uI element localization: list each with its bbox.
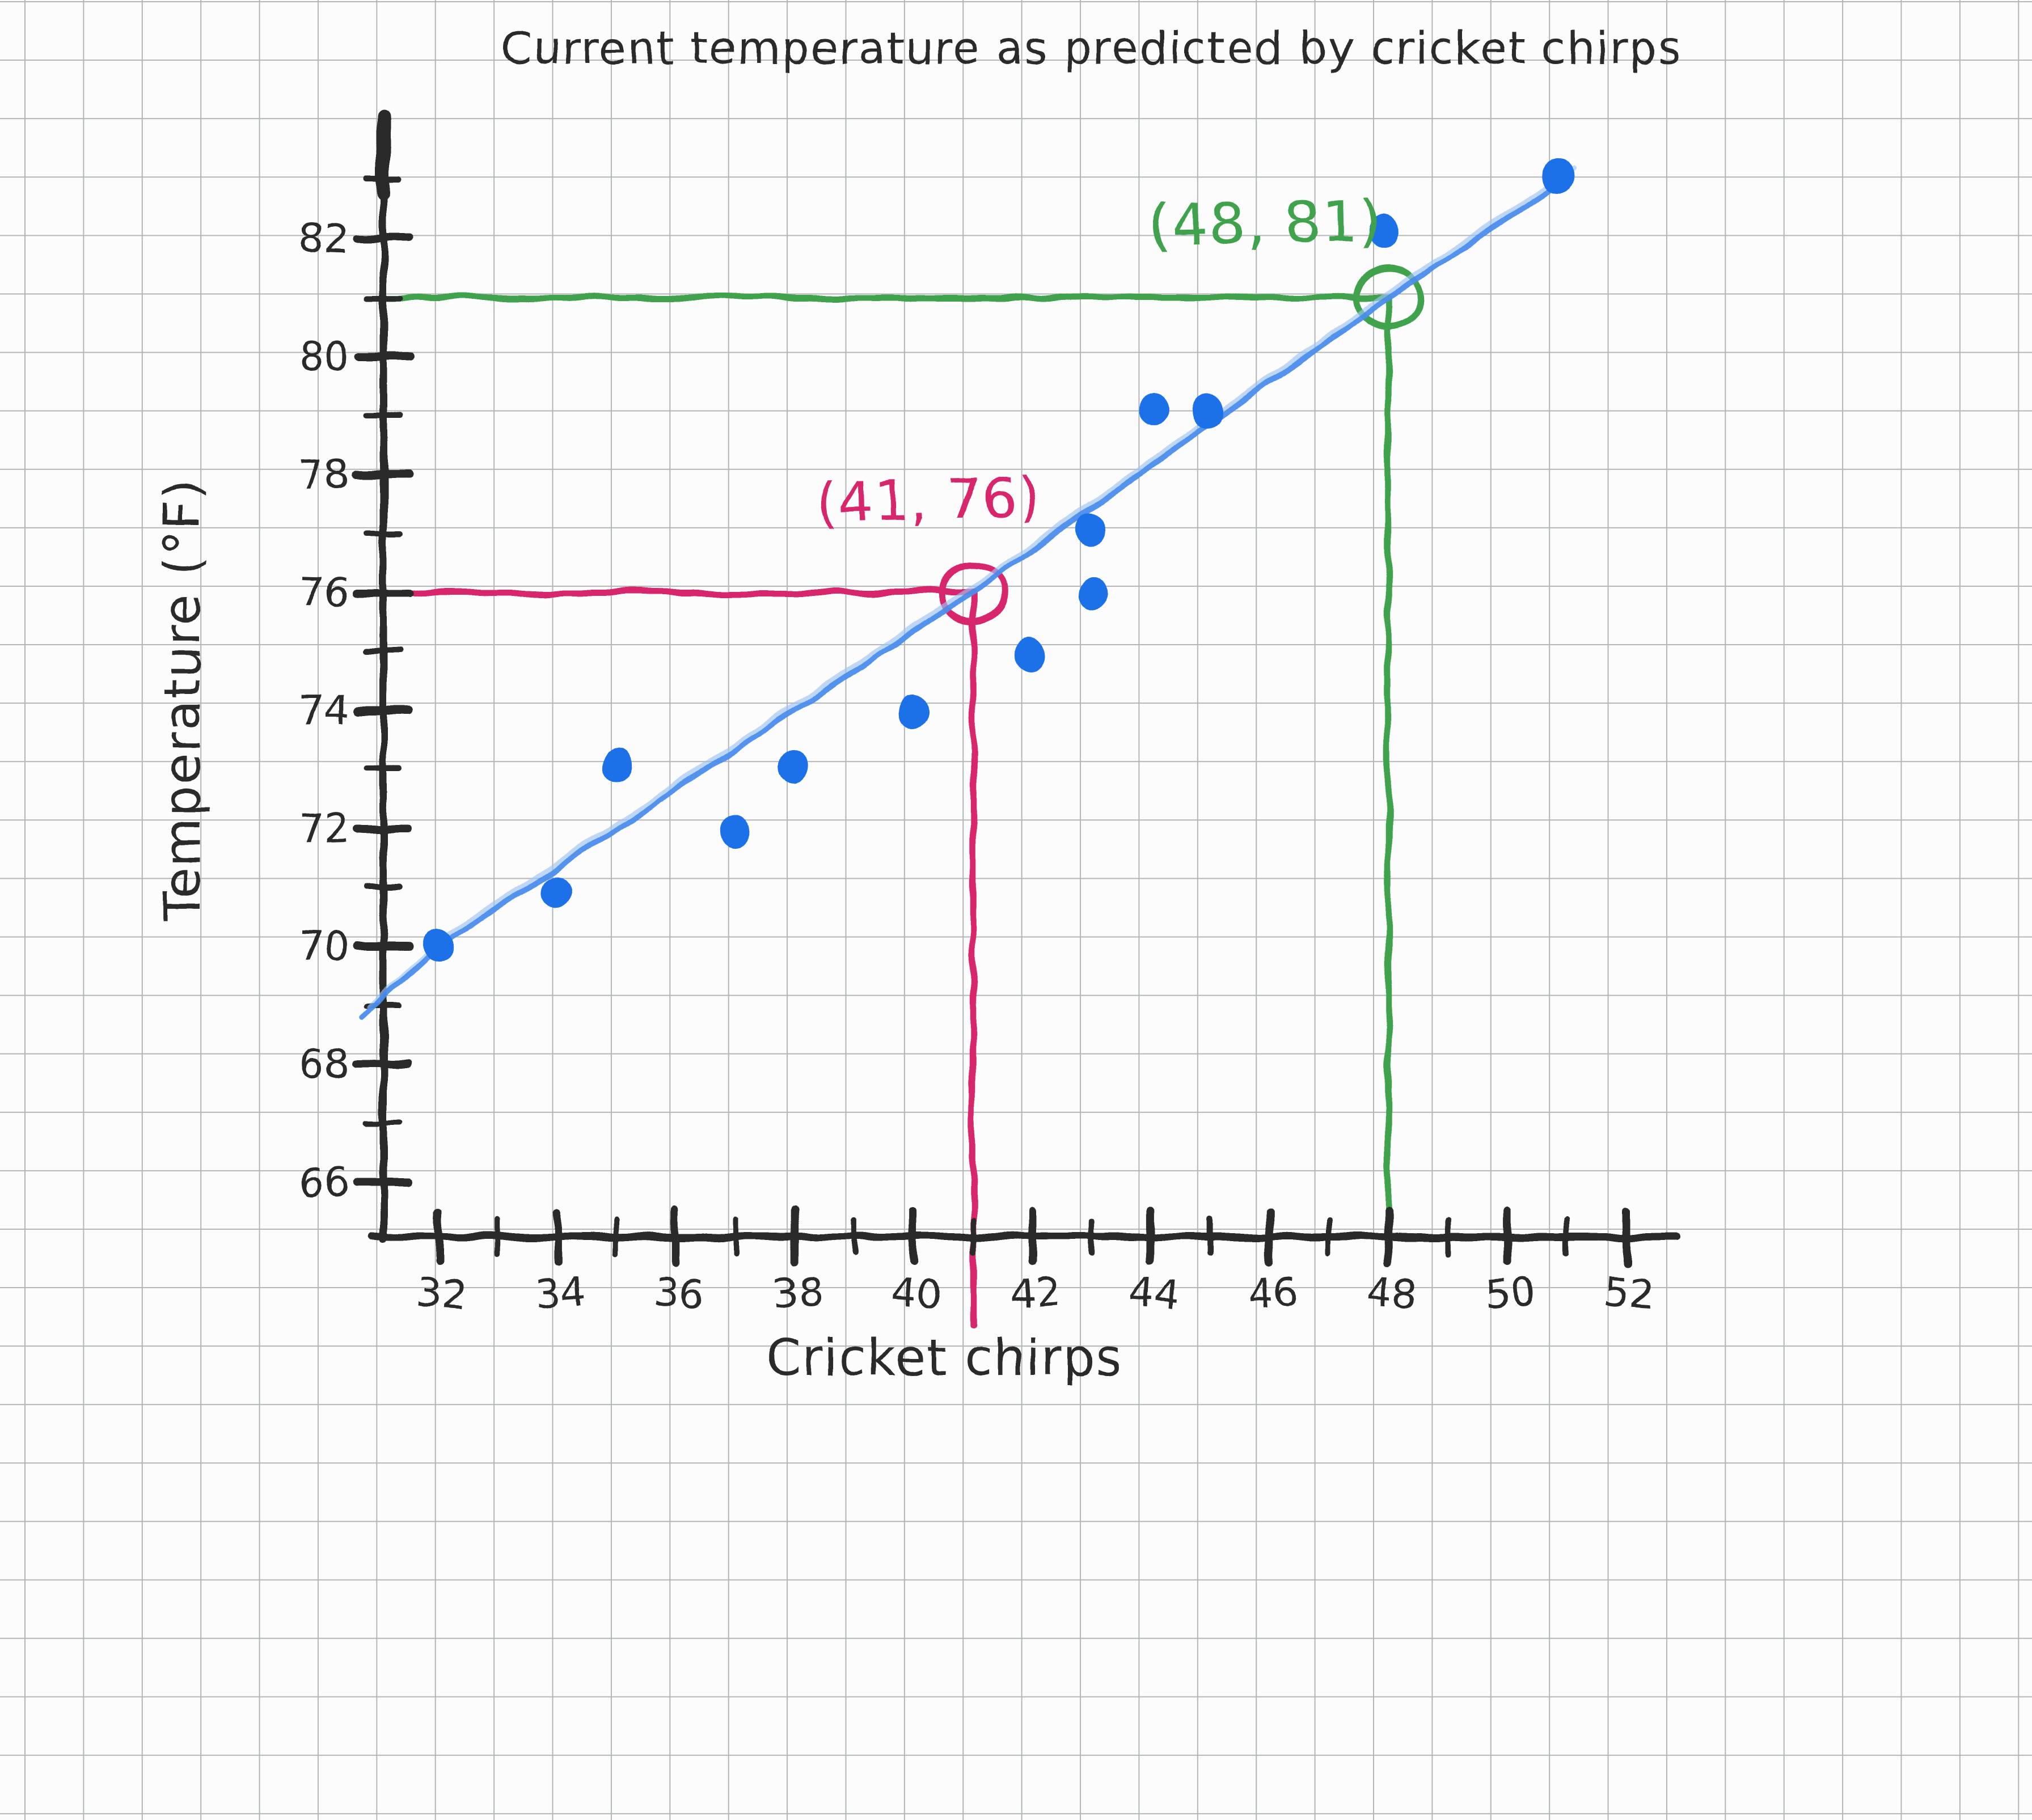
x-tick-label-46: 46	[1247, 1268, 1300, 1318]
y-tick-label-82: 82	[298, 214, 350, 263]
data-point-40-74	[899, 696, 930, 730]
x-tick-label-38: 38	[771, 1268, 825, 1318]
data-point-43-77	[1075, 513, 1106, 547]
data-point-38-73	[778, 749, 809, 783]
trendline-layer	[359, 167, 1575, 1019]
annotation-circle-48-81	[1353, 266, 1424, 329]
trendline-echo-stroke	[366, 167, 1575, 1009]
x-tick-label-52: 52	[1603, 1268, 1657, 1318]
annotation-lines-layer	[384, 266, 1424, 1327]
x-axis-title: Cricket chirps	[766, 1328, 1122, 1387]
data-point-44-79	[1138, 393, 1169, 427]
y-tick-label-76: 76	[298, 568, 350, 616]
data-point-43-76	[1077, 577, 1108, 611]
data-point-34-71	[540, 875, 572, 909]
y-tick-label-68: 68	[299, 1041, 349, 1087]
y-tick-label-78: 78	[298, 451, 350, 499]
data-point-51-83	[1542, 160, 1573, 194]
y-tick-label-74: 74	[299, 687, 349, 734]
annotation-label-48-81: (48, 81)	[1148, 188, 1383, 258]
data-point-42-75	[1015, 639, 1045, 673]
x-tick-label-48: 48	[1365, 1268, 1419, 1318]
x-tick-label-34: 34	[534, 1268, 588, 1318]
annotation-label-41-76: (41, 76)	[816, 465, 1042, 535]
annotation-circle-41-76	[937, 561, 1008, 624]
y-tick-label-66: 66	[298, 1158, 350, 1207]
x-tick-label-32: 32	[415, 1268, 469, 1318]
data-point-37-72	[720, 815, 751, 849]
data-points-layer	[423, 160, 1573, 962]
x-tick-label-50: 50	[1484, 1268, 1537, 1318]
y-tick-label-80: 80	[299, 333, 349, 380]
y-tick-label-72: 72	[298, 805, 350, 853]
x-tick-label-36: 36	[652, 1268, 706, 1318]
data-point-45-79	[1193, 394, 1224, 428]
trendline	[359, 177, 1569, 1019]
axes-layer	[353, 109, 1682, 1266]
data-point-32-70	[423, 928, 454, 962]
y-tick-label-70: 70	[298, 922, 350, 970]
data-point-35-73	[603, 748, 634, 782]
tick-labels-layer: 66 68 70 72 74 76 78 80 82 32 34 36 38 40 42 44 46 48 50 52	[298, 214, 1657, 1318]
data-point-48-82	[1370, 215, 1401, 249]
x-tick-label-40: 40	[890, 1268, 944, 1318]
x-tick-label-44: 44	[1127, 1268, 1181, 1318]
y-axis-title: Temperature (°F)	[153, 479, 212, 922]
x-tick-label-42: 42	[1009, 1268, 1063, 1318]
chart-title: Current temperature as predicted by cric…	[501, 23, 1683, 74]
